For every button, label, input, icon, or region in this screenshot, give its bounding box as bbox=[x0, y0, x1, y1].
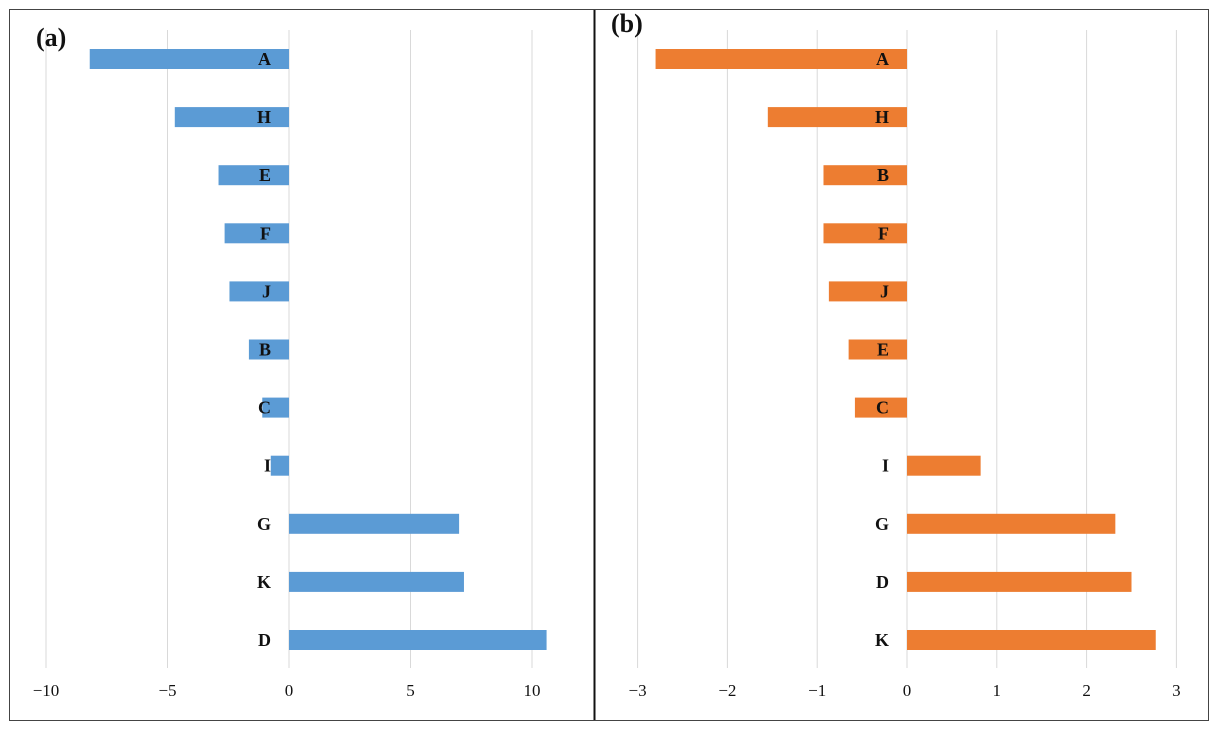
panel-b-category-label: B bbox=[877, 165, 889, 185]
panel-a-tick-label: −10 bbox=[33, 681, 60, 700]
panel-b-tick-label: −3 bbox=[629, 681, 647, 700]
panel-a-bar bbox=[229, 281, 289, 302]
panel-b-category-label: G bbox=[875, 514, 889, 534]
panel-a-bar bbox=[289, 571, 464, 592]
panel-b-bar bbox=[655, 49, 907, 69]
panel-b-tick-label: −2 bbox=[718, 681, 736, 700]
panel-a-tick-label: 0 bbox=[285, 681, 294, 700]
panel-a-category-label: C bbox=[258, 398, 271, 418]
panel-a-category-label: E bbox=[259, 165, 271, 185]
panel-a-category-label: I bbox=[264, 456, 271, 476]
panel-a-category-label: K bbox=[257, 572, 271, 592]
panel-b-tick-label: 1 bbox=[993, 681, 1002, 700]
panel-b-category-label: D bbox=[876, 572, 889, 592]
panel-b-category-label: H bbox=[875, 107, 889, 127]
panel-a-category-label: J bbox=[262, 281, 271, 301]
panel-a-category-label: D bbox=[258, 630, 271, 650]
panel-b-bar bbox=[848, 339, 907, 360]
panel-b-tick-label: 2 bbox=[1082, 681, 1091, 700]
panel-a-category-label: A bbox=[258, 49, 271, 69]
panel-b-category-label: J bbox=[880, 281, 889, 301]
panel-a-category-label: G bbox=[257, 514, 271, 534]
panel-a-bar bbox=[248, 339, 289, 360]
panel-b-bar bbox=[907, 455, 981, 476]
panel-b-bar bbox=[907, 630, 1156, 650]
panel-b-bar bbox=[907, 513, 1116, 534]
panel-a-bar bbox=[89, 49, 290, 69]
panel-b-category-label: E bbox=[877, 340, 889, 360]
panel-b-category-label: A bbox=[876, 49, 889, 69]
panel-a-bar bbox=[289, 513, 460, 534]
panel-b-tick-label: −1 bbox=[808, 681, 826, 700]
panel-b-bar bbox=[823, 165, 907, 186]
panel-b-bar bbox=[828, 281, 907, 302]
panel-a-tick-label: 5 bbox=[406, 681, 415, 700]
panel-b-tick-label: 0 bbox=[903, 681, 912, 700]
panel-a-tick-label: 10 bbox=[524, 681, 541, 700]
panel-b-tick-label: 3 bbox=[1172, 681, 1181, 700]
panel-b-bar bbox=[854, 397, 907, 418]
panel-a-category-label: F bbox=[260, 223, 271, 243]
panel-b-category-label: I bbox=[882, 456, 889, 476]
panel-a-bar bbox=[218, 165, 289, 186]
panel-b-category-label: F bbox=[878, 223, 889, 243]
panel-a-bar bbox=[289, 630, 547, 650]
panel-a-label: (a) bbox=[36, 23, 66, 52]
panel-a-tick-label: −5 bbox=[158, 681, 176, 700]
panel-a-bar bbox=[262, 397, 289, 418]
panel-b-bar bbox=[823, 223, 907, 244]
panel-b-category-label: C bbox=[876, 398, 889, 418]
panel-b-category-label: K bbox=[875, 630, 889, 650]
panel-a-bar bbox=[270, 455, 289, 476]
panel-a-category-label: H bbox=[257, 107, 271, 127]
figure-border bbox=[9, 9, 1209, 721]
panel-a-bar bbox=[224, 223, 289, 244]
panel-a-category-label: B bbox=[259, 340, 271, 360]
panel-a-bar bbox=[174, 107, 289, 128]
panel-b-bar bbox=[907, 571, 1132, 592]
panel-b-label: (b) bbox=[611, 9, 643, 38]
panel-b-bar bbox=[767, 107, 907, 128]
